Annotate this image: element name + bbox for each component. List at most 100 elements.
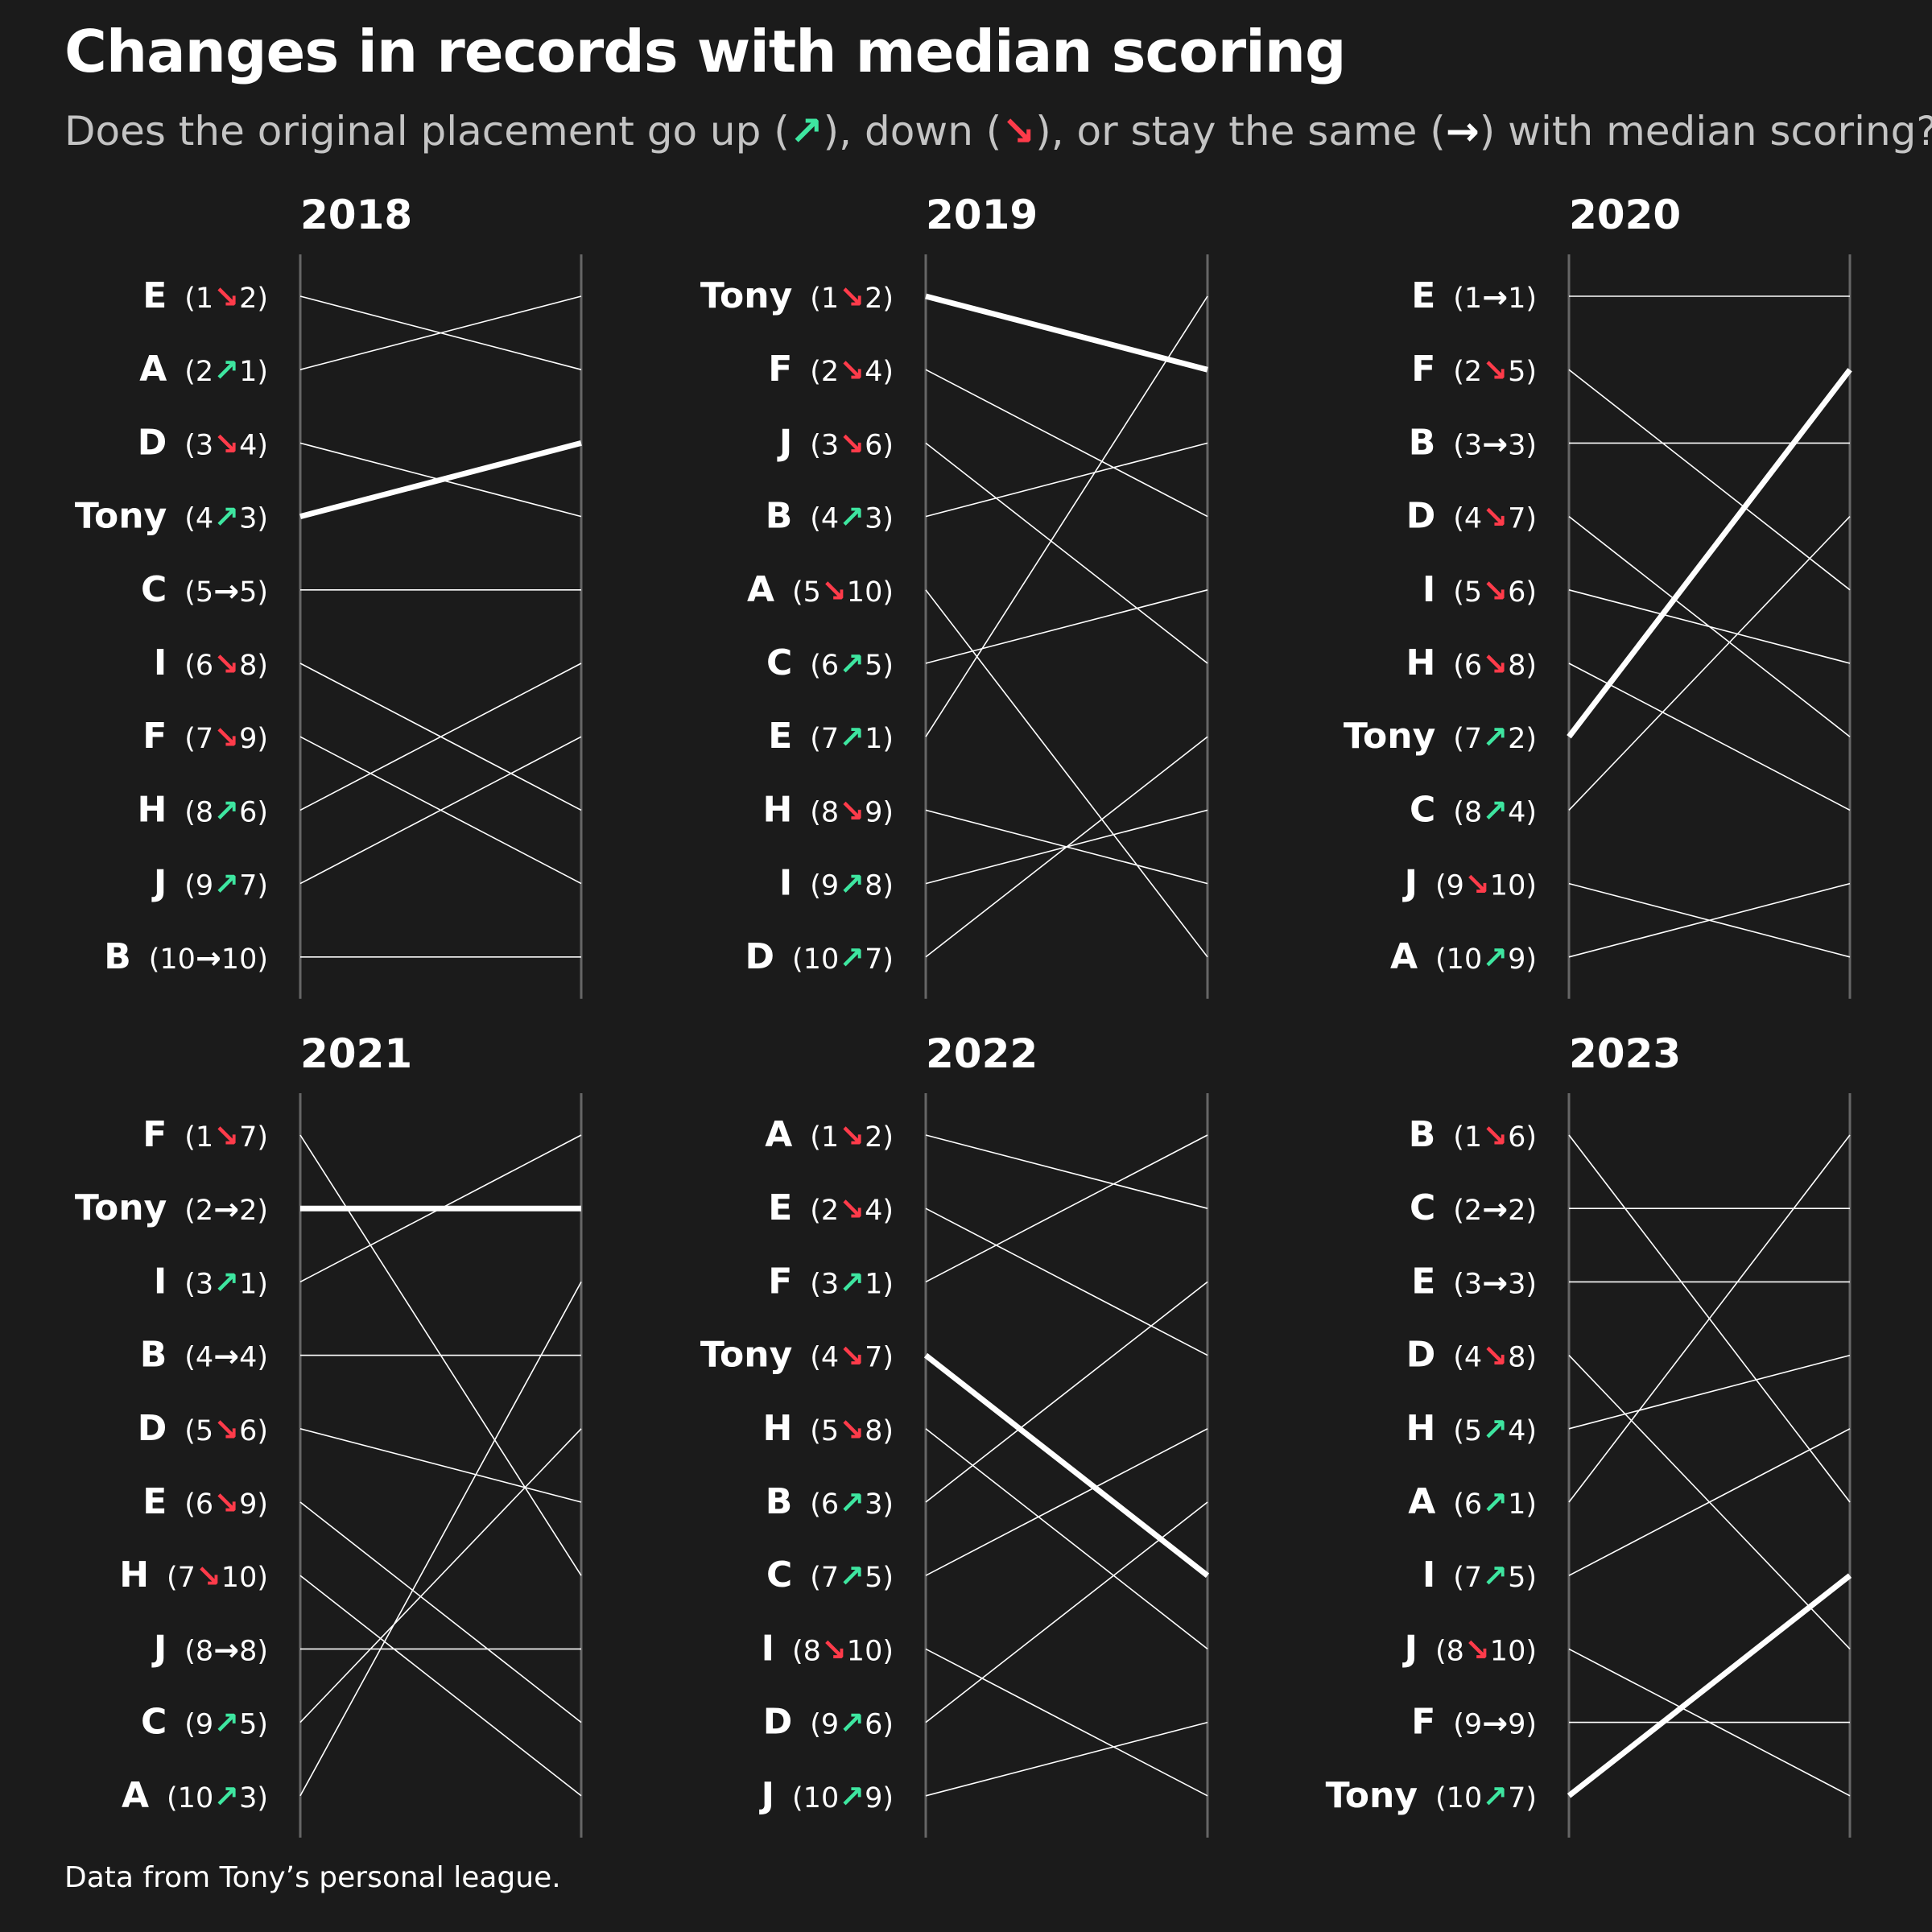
arrow-right-icon: → [1445, 108, 1480, 155]
slope-line-tony [923, 1352, 1210, 1578]
slope-line-d [925, 736, 1208, 958]
slope-line-i [1568, 589, 1851, 664]
chart-title: 2018 [300, 192, 412, 238]
team-name-c: C [1410, 789, 1435, 830]
team-name-b: B [766, 1481, 793, 1522]
slope-chart-2020: 2020 (1→1) E (2↘5) F (3→3) B (4↘7) D (5↘6) I (6↘8) H… [1344, 192, 1852, 999]
caption: Data from Tony’s personal league. [64, 1861, 561, 1894]
slope-line-f [925, 369, 1208, 518]
team-name-a: A [1390, 936, 1418, 977]
team-name-e: E [768, 1187, 792, 1228]
page-subtitle: Does the original placement go up (↗), d… [64, 108, 1932, 155]
slope-line-tony [1567, 368, 1852, 739]
team-name-c: C [766, 642, 792, 683]
slope-line-h [299, 663, 582, 811]
slope-line-i [1568, 1428, 1851, 1576]
chart-title: 2023 [1569, 1030, 1681, 1077]
team-name-a: A [139, 349, 167, 390]
slope-line-e [925, 1208, 1208, 1356]
chart-title: 2021 [300, 1030, 412, 1077]
slope-line-b [925, 442, 1208, 518]
rank-label-c: (9↗5) [184, 1706, 268, 1741]
chart-title: 2020 [1569, 192, 1681, 238]
rank-label-d: (4↘7) [1453, 500, 1537, 535]
rank-label-f: (1↘7) [184, 1118, 268, 1154]
slope-line-h [925, 1428, 1208, 1650]
team-name-e: E [1411, 1261, 1435, 1302]
slope-chart-2022: 2022 (1↘2) A (2↘4) E (3↗1) F (4↘7) Tony (5↘8) H (6↗… [700, 1030, 1210, 1838]
team-name-h: H [119, 1554, 149, 1596]
rank-label-d: (5↘6) [184, 1412, 268, 1447]
subtitle-text-1: Does the original placement go up ( [64, 108, 790, 155]
team-name-f: F [768, 349, 792, 390]
page-title: Changes in records with median scoring [64, 18, 1347, 85]
team-name-e: E [1411, 275, 1435, 316]
rank-label-j: (3↘6) [810, 426, 894, 461]
rank-label-i: (3↗1) [184, 1265, 268, 1300]
rank-label-e: (7↗1) [810, 720, 894, 755]
team-name-d: D [138, 422, 167, 463]
rank-label-d: (4↘8) [1453, 1339, 1537, 1374]
rank-label-a: (10↗3) [167, 1779, 268, 1814]
slope-line-b [925, 1281, 1208, 1503]
team-name-tony: Tony [1326, 1775, 1418, 1816]
slope-line-j [925, 442, 1208, 664]
rank-label-c: (7↗5) [810, 1558, 894, 1594]
team-name-e: E [142, 275, 167, 316]
team-name-h: H [1406, 1408, 1435, 1449]
slope-chart-2021: 2021 (1↘7) F (2→2) Tony (3↗1) I (4→4) B (5↘6) D (6↘… [75, 1030, 583, 1838]
team-name-tony: Tony [75, 496, 167, 537]
rank-label-c: (6↗5) [810, 646, 894, 682]
rank-label-e: (1→1) [1453, 279, 1537, 315]
rank-label-b: (3→3) [1453, 426, 1537, 461]
slope-line-d [299, 1428, 582, 1503]
rank-label-d: (9↗6) [810, 1706, 894, 1741]
team-name-j: J [759, 1775, 774, 1816]
team-name-h: H [137, 789, 167, 830]
team-name-a: A [765, 1114, 792, 1155]
team-name-tony: Tony [75, 1187, 167, 1228]
slope-line-tony [925, 293, 1208, 373]
team-name-e: E [768, 716, 792, 757]
subtitle-text-3: ), or stay the same ( [1035, 108, 1446, 155]
team-name-b: B [140, 1335, 167, 1376]
rank-label-b: (10→10) [149, 940, 268, 976]
slope-chart-2019: 2019 (1↘2) Tony (2↘4) F (3↘6) J (4↗3) B (5↘10) A (6… [700, 192, 1209, 999]
slope-line-a [1568, 1134, 1851, 1503]
rank-label-j: (9↗7) [184, 867, 268, 902]
team-name-i: I [1422, 1554, 1435, 1596]
team-name-a: A [747, 569, 774, 610]
rank-label-j: (10↗9) [792, 1779, 894, 1814]
team-name-d: D [763, 1702, 793, 1743]
rank-label-f: (3↗1) [810, 1265, 894, 1300]
rank-label-tony: (4↗3) [184, 500, 268, 535]
team-name-f: F [1411, 1702, 1435, 1743]
rank-label-i: (5↘6) [1453, 573, 1537, 609]
slope-line-c [1568, 516, 1851, 811]
slope-line-h [1568, 663, 1851, 811]
rank-label-tony: (1↘2) [810, 279, 894, 315]
team-name-tony: Tony [700, 1335, 792, 1376]
slope-line-a [925, 1134, 1208, 1209]
team-name-b: B [1409, 422, 1436, 463]
rank-label-h: (6↘8) [1453, 646, 1537, 682]
team-name-j: J [777, 422, 792, 463]
slope-line-a [925, 589, 1208, 958]
rank-label-a: (2↗1) [184, 353, 268, 388]
team-name-j: J [1402, 863, 1418, 904]
rank-label-tony: (7↗2) [1453, 720, 1537, 755]
slope-line-f [1568, 369, 1851, 591]
rank-label-c: (5→5) [184, 573, 268, 609]
slope-line-j [299, 736, 582, 885]
slope-line-i [925, 1648, 1208, 1797]
rank-label-a: (10↗9) [1435, 940, 1537, 976]
subtitle-text-2: ), down ( [823, 108, 1002, 155]
rank-label-c: (8↗4) [1453, 793, 1537, 828]
team-name-c: C [141, 1702, 167, 1743]
slope-line-e [925, 295, 1208, 737]
rank-label-e: (3→3) [1453, 1265, 1537, 1300]
team-name-f: F [142, 1114, 167, 1155]
slope-line-c [925, 589, 1208, 664]
team-name-i: I [762, 1628, 774, 1669]
